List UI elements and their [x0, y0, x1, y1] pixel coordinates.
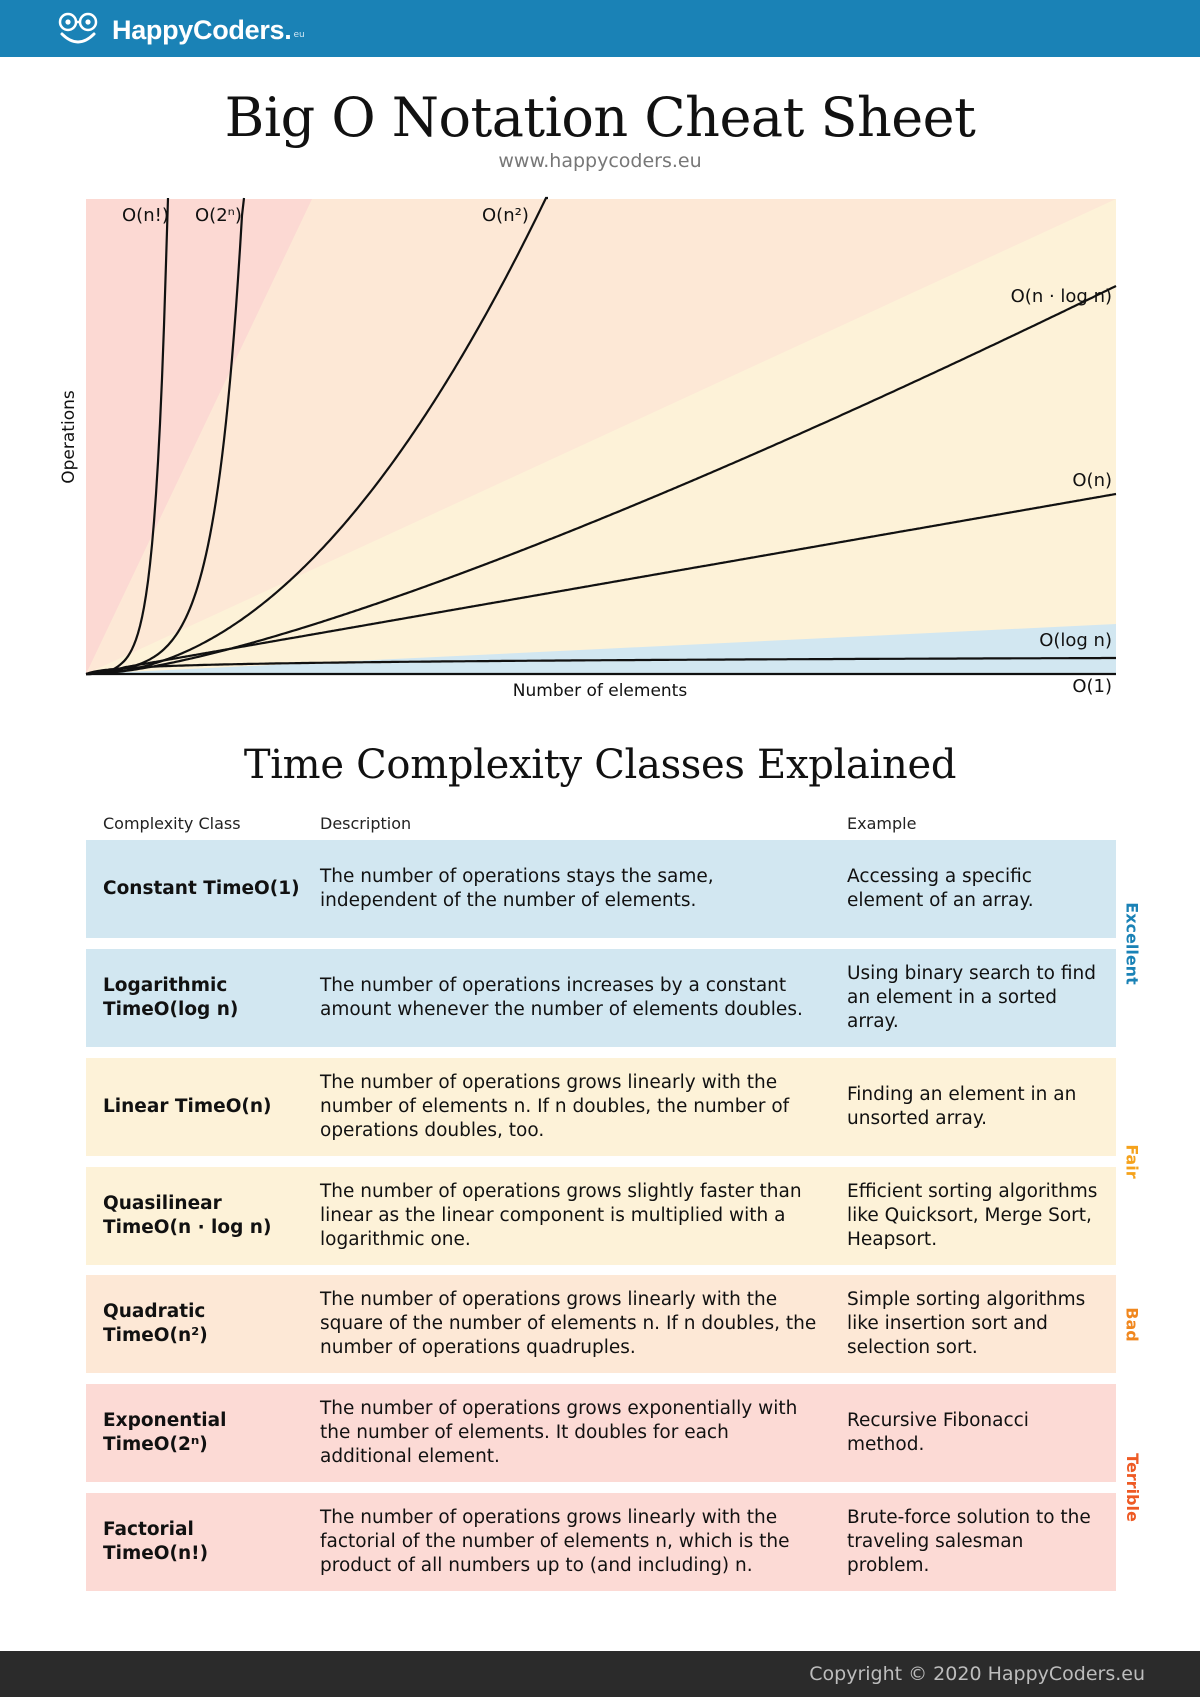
table-row: Quadratic TimeO(n²) The number of operati… — [86, 1275, 1116, 1373]
description-text: The number of operations grows slightly … — [320, 1181, 802, 1250]
rating-bad: Bad — [1117, 1275, 1147, 1373]
description-cell: The number of operations stays the same,… — [320, 840, 820, 938]
rating-label: Bad — [1122, 1306, 1142, 1342]
rating-label: Fair — [1122, 1144, 1142, 1179]
curve-quasilinear — [86, 285, 1117, 676]
example-cell: Efficient sorting algorithms like Quicks… — [847, 1167, 1102, 1265]
complexity-class-name: Logarithmic Time — [103, 975, 228, 1020]
table-row: Factorial TimeO(n!) The number of operati… — [86, 1493, 1116, 1591]
example-cell: Finding an element in an unsorted array. — [847, 1058, 1102, 1156]
label-quasilinear: O(n · log n) — [1011, 286, 1112, 307]
description-cell: The number of operations grows linearly … — [320, 1058, 820, 1156]
label-exponential: O(2ⁿ) — [195, 205, 242, 226]
section-title: Time Complexity Classes Explained — [243, 742, 957, 788]
example-text: Recursive Fibonacci method. — [847, 1410, 1029, 1455]
rating-terrible: Terrible — [1117, 1384, 1147, 1591]
rating-label: Excellent — [1122, 902, 1142, 985]
example-cell: Simple sorting algorithms like insertion… — [847, 1275, 1102, 1373]
header-description: Description — [320, 814, 412, 833]
y-axis-title: Operations — [59, 390, 79, 484]
complexity-class-cell: Factorial TimeO(n!) — [103, 1493, 303, 1591]
rating-excellent: Excellent — [1117, 840, 1147, 1047]
complexity-class-cell: Exponential TimeO(2ⁿ) — [103, 1384, 303, 1482]
brand-name: HappyCoders. — [112, 14, 292, 45]
example-cell: Brute-force solution to the traveling sa… — [847, 1493, 1102, 1591]
label-constant: O(1) — [1072, 676, 1112, 697]
label-quadratic: O(n²) — [482, 205, 529, 226]
example-text: Accessing a specific element of an array… — [847, 866, 1034, 911]
complexity-class-name: Factorial Time — [103, 1519, 194, 1564]
x-axis-title: Number of elements — [513, 681, 688, 701]
rating-fair: Fair — [1117, 1058, 1147, 1265]
label-linear: O(n) — [1072, 470, 1112, 491]
complexity-class-cell: Logarithmic TimeO(log n) — [103, 949, 303, 1047]
description-text: The number of operations grows linearly … — [320, 1289, 817, 1358]
example-cell: Accessing a specific element of an array… — [847, 840, 1102, 938]
curve-labels: O(n!) O(2ⁿ) O(n²) O(n · log n) O(n) O(lo… — [122, 205, 1112, 697]
complexity-class-cell: Constant TimeO(1) — [103, 840, 303, 938]
complexity-notation: O(1) — [254, 878, 300, 899]
page-title: Big O Notation Cheat Sheet — [224, 86, 976, 149]
description-cell: The number of operations grows slightly … — [320, 1167, 820, 1265]
curve-linear — [85, 492, 1117, 676]
complexity-notation: O(n · log n) — [153, 1217, 272, 1238]
table-row: Quasilinear TimeO(n · log n) The number o… — [86, 1167, 1116, 1265]
curve-logarithmic — [85, 656, 1116, 676]
complexity-notation: O(n²) — [153, 1325, 208, 1346]
complexity-notation: O(n) — [225, 1096, 272, 1117]
table-row: Constant TimeO(1) The number of operation… — [86, 840, 1116, 938]
label-logarithmic: O(log n) — [1039, 630, 1112, 651]
header-example: Example — [847, 814, 917, 833]
description-cell: The number of operations increases by a … — [320, 949, 820, 1047]
description-cell: The number of operations grows linearly … — [320, 1275, 820, 1373]
header-complexity-class: Complexity Class — [103, 814, 241, 833]
description-text: The number of operations stays the same,… — [320, 866, 714, 911]
chart-zones — [86, 199, 1116, 674]
complexity-class-name: Constant Time — [103, 878, 255, 899]
example-cell: Using binary search to find an element i… — [847, 949, 1102, 1047]
example-text: Brute-force solution to the traveling sa… — [847, 1507, 1091, 1576]
complexity-notation: O(n!) — [153, 1543, 209, 1564]
complexity-class-cell: Linear TimeO(n) — [103, 1058, 303, 1156]
rating-label: Terrible — [1122, 1453, 1142, 1522]
example-text: Simple sorting algorithms like insertion… — [847, 1289, 1086, 1358]
happy-face-icon — [58, 12, 98, 44]
label-factorial: O(n!) — [122, 205, 169, 226]
description-text: The number of operations increases by a … — [320, 975, 803, 1020]
description-text: The number of operations grows exponenti… — [320, 1398, 798, 1467]
table-row: Linear TimeO(n) The number of operations … — [86, 1058, 1116, 1156]
complexity-class-cell: Quasilinear TimeO(n · log n) — [103, 1167, 303, 1265]
description-text: The number of operations grows linearly … — [320, 1072, 790, 1141]
example-cell: Recursive Fibonacci method. — [847, 1384, 1102, 1482]
complexity-class-name: Exponential Time — [103, 1410, 227, 1455]
top-bar: HappyCoders. eu — [0, 0, 1200, 57]
complexity-chart: Number of elements Operations O(n!) O(2ⁿ… — [59, 196, 1117, 701]
table-row: Logarithmic TimeO(log n) The number of op… — [86, 949, 1116, 1047]
complexity-class-name: Linear Time — [103, 1096, 226, 1117]
example-text: Efficient sorting algorithms like Quicks… — [847, 1181, 1098, 1250]
complexity-class-cell: Quadratic TimeO(n²) — [103, 1275, 303, 1373]
footer: Copyright © 2020 HappyCoders.eu — [0, 1651, 1200, 1697]
complexity-class-name: Quasilinear Time — [103, 1193, 222, 1238]
example-text: Using binary search to find an element i… — [847, 963, 1096, 1032]
description-cell: The number of operations grows exponenti… — [320, 1384, 820, 1482]
site-url[interactable]: www.happycoders.eu — [498, 150, 702, 172]
brand-tld: eu — [293, 30, 305, 40]
description-cell: The number of operations grows linearly … — [320, 1493, 820, 1591]
zone-fair — [86, 199, 1116, 674]
complexity-notation: O(2ⁿ) — [153, 1434, 208, 1455]
example-text: Finding an element in an unsorted array. — [847, 1084, 1077, 1129]
copyright: Copyright © 2020 HappyCoders.eu — [809, 1663, 1145, 1685]
complexity-class-name: Quadratic Time — [103, 1301, 206, 1346]
table-row: Exponential TimeO(2ⁿ) The number of opera… — [86, 1384, 1116, 1482]
description-text: The number of operations grows linearly … — [320, 1507, 790, 1576]
complexity-notation: O(log n) — [153, 999, 239, 1020]
brand-logo[interactable]: HappyCoders. eu — [56, 10, 305, 50]
